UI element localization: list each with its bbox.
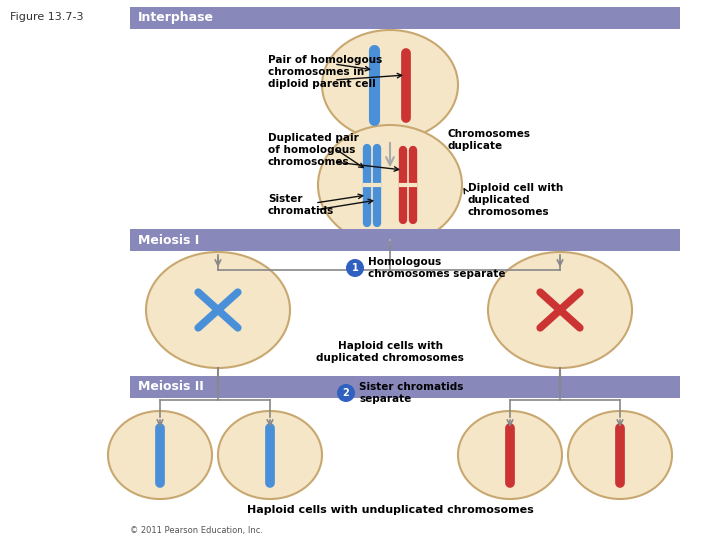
Ellipse shape xyxy=(108,411,212,499)
Text: Chromosomes
duplicate: Chromosomes duplicate xyxy=(448,129,531,151)
Bar xyxy=(130,7,680,29)
Text: Interphase: Interphase xyxy=(138,11,214,24)
Ellipse shape xyxy=(146,252,290,368)
Ellipse shape xyxy=(458,411,562,499)
Text: © 2011 Pearson Education, Inc.: © 2011 Pearson Education, Inc. xyxy=(130,525,263,535)
Text: Sister chromatids
separate: Sister chromatids separate xyxy=(359,382,464,404)
Circle shape xyxy=(346,259,364,277)
Ellipse shape xyxy=(488,252,632,368)
Text: Haploid cells with unduplicated chromosomes: Haploid cells with unduplicated chromoso… xyxy=(247,505,534,515)
Ellipse shape xyxy=(218,411,322,499)
Text: Figure 13.7-3: Figure 13.7-3 xyxy=(10,12,84,22)
Text: Diploid cell with
duplicated
chromosomes: Diploid cell with duplicated chromosomes xyxy=(468,184,563,217)
Text: 1: 1 xyxy=(351,263,359,273)
Text: 2: 2 xyxy=(343,388,349,398)
Text: Pair of homologous
chromosomes in
diploid parent cell: Pair of homologous chromosomes in diploi… xyxy=(268,56,382,89)
Text: Homologous
chromosomes separate: Homologous chromosomes separate xyxy=(368,257,505,279)
Circle shape xyxy=(337,384,355,402)
Text: Meiosis II: Meiosis II xyxy=(138,381,204,394)
Ellipse shape xyxy=(318,125,462,245)
Bar xyxy=(130,376,680,398)
Ellipse shape xyxy=(568,411,672,499)
Text: Sister
chromatids: Sister chromatids xyxy=(268,194,334,216)
Text: Meiosis I: Meiosis I xyxy=(138,233,199,246)
Bar xyxy=(130,229,680,251)
Text: Haploid cells with
duplicated chromosomes: Haploid cells with duplicated chromosome… xyxy=(316,341,464,363)
Text: Duplicated pair
of homologous
chromosomes: Duplicated pair of homologous chromosome… xyxy=(268,133,359,167)
Ellipse shape xyxy=(322,30,458,140)
